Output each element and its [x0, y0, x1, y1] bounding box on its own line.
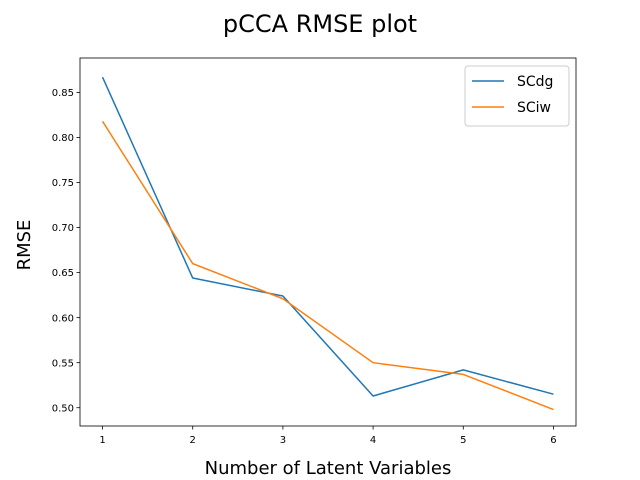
plot-area	[101, 76, 554, 411]
x-tick-label: 6	[550, 435, 556, 446]
x-tick-label: 3	[280, 435, 286, 446]
y-tick-label: 0.50	[52, 403, 74, 414]
legend-label-SCiw: SCiw	[517, 100, 551, 116]
legend-label-SCdg: SCdg	[517, 74, 553, 90]
y-tick-label: 0.55	[52, 358, 74, 369]
y-axis-title: RMSE	[14, 220, 35, 271]
chart-title: pCCA RMSE plot	[223, 10, 417, 38]
x-tick-label: 5	[460, 435, 466, 446]
y-tick-label: 0.70	[52, 223, 74, 234]
y-tick-label: 0.65	[52, 268, 74, 279]
series-line-SCdg	[101, 76, 554, 397]
x-axis-title: Number of Latent Variables	[205, 458, 452, 479]
legend: SCdg SCiw	[464, 65, 570, 127]
y-tick-label: 0.85	[52, 88, 74, 99]
x-tick-label: 4	[370, 435, 376, 446]
plot-frame	[79, 57, 577, 427]
y-tick-label: 0.75	[52, 178, 74, 189]
y-axis: 0.50 0.55 0.60 0.65 0.70 0.75 0.80 0.85	[52, 88, 80, 414]
x-tick-label: 2	[190, 435, 196, 446]
x-axis: 1 2 3 4 5 6	[99, 426, 557, 446]
x-tick-label: 1	[99, 435, 105, 446]
y-tick-label: 0.60	[52, 313, 74, 324]
y-tick-label: 0.80	[52, 133, 74, 144]
series-line-SCiw	[101, 120, 554, 411]
